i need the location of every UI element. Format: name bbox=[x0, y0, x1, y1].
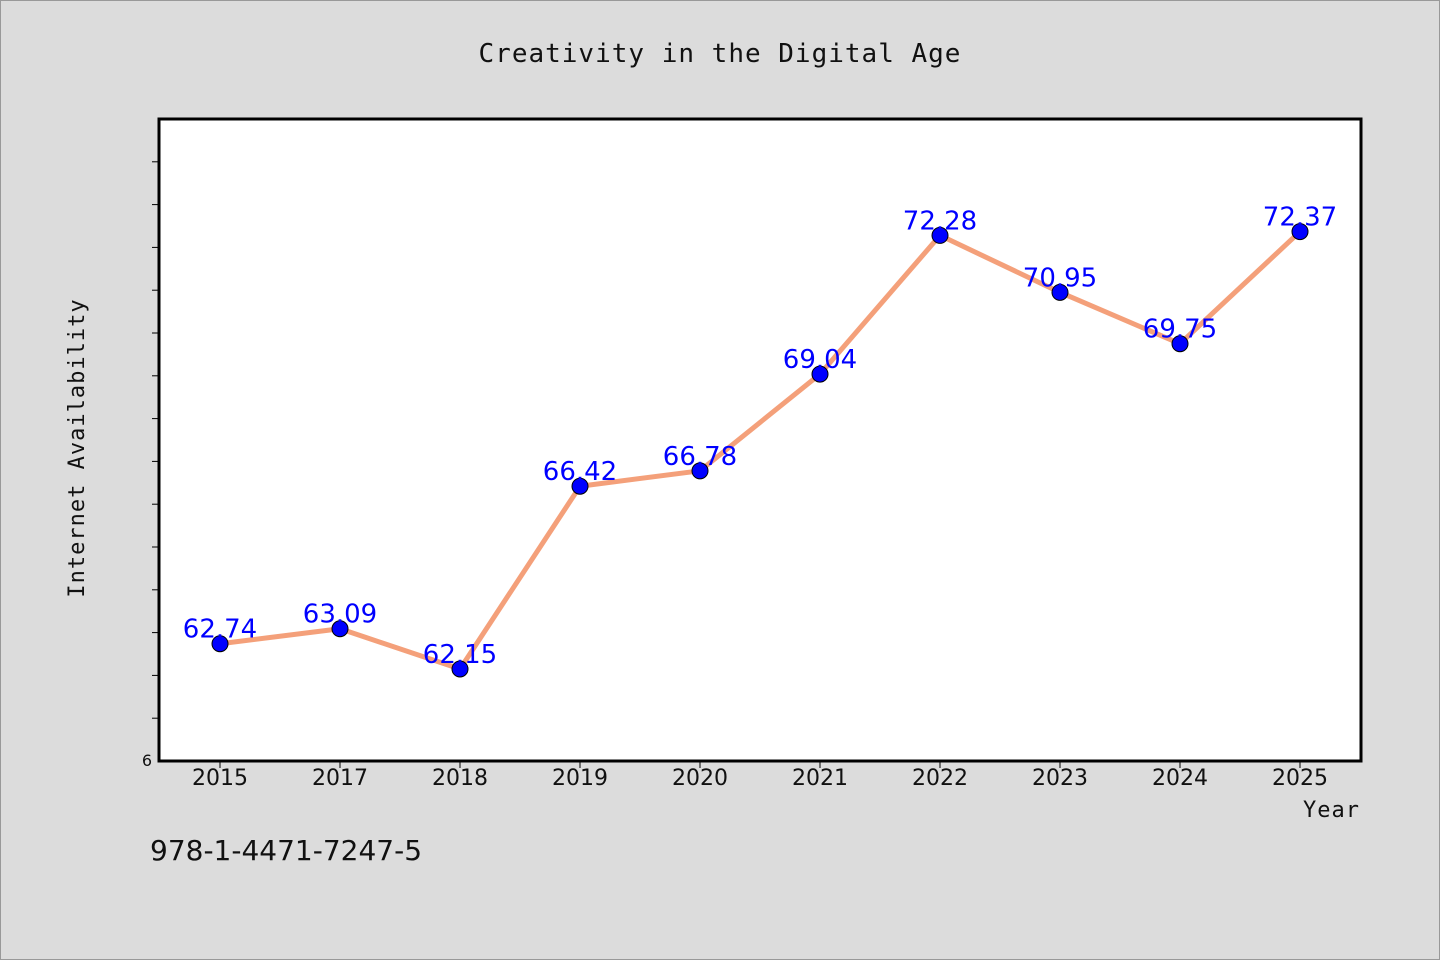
data-label: 69.75 bbox=[1143, 315, 1217, 345]
x-tick-label: 2015 bbox=[192, 766, 248, 791]
x-tick-label: 2023 bbox=[1032, 766, 1088, 791]
data-point bbox=[331, 620, 349, 638]
data-label: 72.28 bbox=[903, 206, 977, 236]
data-label: 66.42 bbox=[543, 457, 617, 487]
data-point bbox=[931, 226, 949, 244]
y-axis-label: Internet Availability bbox=[65, 298, 90, 597]
data-label: 63.09 bbox=[303, 600, 377, 630]
chart-title: Creativity in the Digital Age bbox=[479, 39, 962, 69]
data-point bbox=[1171, 335, 1189, 353]
data-label: 69.04 bbox=[783, 345, 857, 375]
data-label: 62.74 bbox=[183, 615, 257, 645]
x-tick-label: 2019 bbox=[552, 766, 608, 791]
data-point bbox=[1051, 283, 1069, 301]
x-axis-label: Year bbox=[1303, 798, 1360, 823]
y-axis-ticks bbox=[152, 161, 159, 719]
x-tick-label: 2025 bbox=[1272, 766, 1328, 791]
y-tick-label: 6 bbox=[142, 751, 152, 770]
data-label: 66.78 bbox=[663, 442, 737, 472]
data-label: 72.37 bbox=[1263, 203, 1337, 233]
data-point bbox=[451, 660, 469, 678]
x-tick-label: 2021 bbox=[792, 766, 848, 791]
plot-area bbox=[157, 117, 1363, 763]
x-tick-label: 2022 bbox=[912, 766, 968, 791]
data-point bbox=[571, 477, 589, 495]
data-point bbox=[211, 635, 229, 653]
data-point bbox=[691, 462, 709, 480]
series-line bbox=[219, 229, 1302, 672]
data-point bbox=[1291, 223, 1309, 241]
data-label: 70.95 bbox=[1023, 263, 1097, 293]
x-tick-label: 2024 bbox=[1152, 766, 1208, 791]
data-label: 62.15 bbox=[423, 640, 497, 670]
x-axis-ticks: 2015 2017 2018 2019 2020 2021 2022 2023 2024 2025 bbox=[192, 761, 1328, 791]
series-line-group: 62.74 63.09 62.15 66.42 66.78 69.04 72.28 70.95… bbox=[183, 203, 1337, 678]
data-point bbox=[811, 365, 829, 383]
isbn-text: 978-1-4471-7247-5 bbox=[150, 834, 423, 867]
x-tick-label: 2017 bbox=[312, 766, 368, 791]
x-tick-label: 2020 bbox=[672, 766, 728, 791]
x-tick-label: 2018 bbox=[432, 766, 488, 791]
